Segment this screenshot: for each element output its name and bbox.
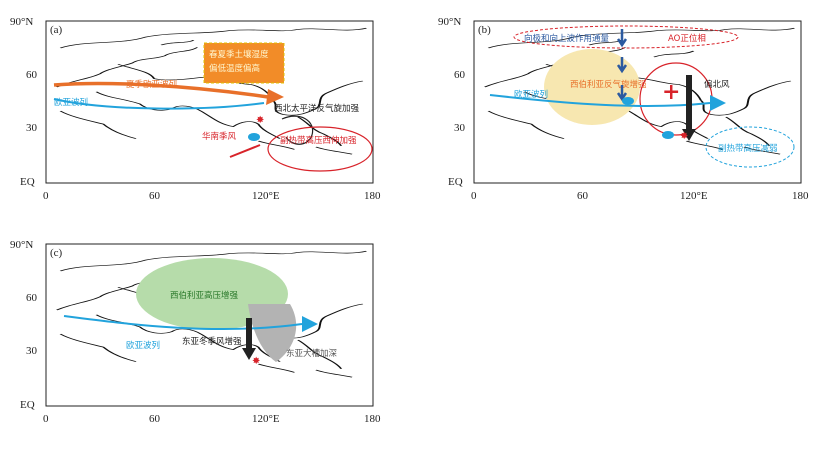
star-marker-b: ✸ — [680, 131, 688, 142]
water-vapor-blob-b2 — [662, 131, 674, 139]
soil-moisture-box — [203, 42, 285, 84]
northerly-arrowhead — [682, 129, 696, 141]
y-tick-a-4: EQ — [20, 176, 35, 188]
subtropical-weak-ellipse — [705, 126, 795, 168]
monsoon-arrow — [229, 144, 261, 158]
soil-moisture-line2: 偏低温度偏高 — [209, 63, 260, 74]
x-tick-a-3: 120°E — [252, 190, 280, 202]
panel-a-tag: (a) — [50, 24, 63, 36]
water-vapor-blob-a — [248, 133, 260, 141]
winter-monsoon-bar — [246, 318, 252, 350]
flux-ellipse — [513, 25, 739, 49]
nw-pacific-label: 西北太平洋反气旋加强 — [274, 103, 360, 114]
y-tick-a-2: 60 — [26, 69, 38, 81]
ao-positive-label: AO正位相 — [668, 33, 706, 44]
x-tick-b-4: 180 — [792, 190, 809, 202]
siberian-high-label-c: 西伯利亚高压增强 — [170, 290, 239, 301]
summer-wave-arrowhead — [266, 89, 284, 105]
anticyclone-arrows — [281, 115, 314, 145]
soil-moisture-line1: 春夏季土壤湿度 — [209, 49, 269, 60]
northerly-label: 偏北风 — [704, 79, 730, 90]
eurasian-wave-arrowhead-b — [710, 95, 726, 111]
x-tick-c-2: 60 — [149, 413, 161, 425]
y-tick-c-4: EQ — [20, 399, 35, 411]
subtropical-high-label: 副热带高压西伸加强 — [280, 135, 357, 146]
x-tick-a-4: 180 — [364, 190, 381, 202]
y-tick-b-3: 30 — [454, 122, 466, 134]
down-arrow-1 — [616, 29, 628, 48]
panel-a: (a) 春夏季土壤湿度 偏低温度偏高 夏季欧亚波列 欧亚波列 西北太平洋反气旋加… — [10, 16, 381, 202]
eurasian-wave-arrowhead-c — [302, 316, 318, 332]
siberian-high-label-b: 西伯利亚反气旋增强 — [570, 79, 647, 90]
eurasian-wave-label-b: 欧亚波列 — [514, 89, 548, 100]
eurasian-wave-arrow-b — [489, 94, 711, 107]
x-tick-c-3: 120°E — [252, 413, 280, 425]
northerly-bar — [686, 75, 692, 133]
summer-wave-arrow — [53, 81, 269, 99]
south-china-monsoon-label: 华南季风 — [202, 131, 237, 142]
y-tick-b-2: 60 — [454, 69, 466, 81]
eurasian-wave-arrow-a — [53, 98, 265, 110]
subtropical-high-ellipse — [267, 126, 373, 172]
summer-wave-label: 夏季欧亚波列 — [126, 79, 177, 90]
y-tick-b-4: EQ — [448, 176, 463, 188]
winter-monsoon-arrowhead — [242, 348, 256, 360]
y-tick-a-3: 30 — [26, 122, 38, 134]
water-vapor-blob-b1 — [622, 97, 634, 105]
eurasian-wave-label-a: 欧亚波列 — [54, 97, 88, 108]
x-tick-b-1: 0 — [471, 190, 477, 202]
subtropical-weak-label: 副热带高压减弱 — [718, 143, 778, 154]
y-tick-a-1: 90°N — [10, 16, 33, 28]
x-tick-b-2: 60 — [577, 190, 589, 202]
winter-monsoon-label: 东亚冬季风增强 — [182, 336, 242, 347]
y-tick-c-1: 90°N — [10, 239, 33, 251]
panel-b-tag: (b) — [478, 24, 491, 36]
trough-shape — [248, 304, 297, 362]
eurasian-wave-arrow-c — [63, 315, 303, 331]
trough-label: 东亚大槽加深 — [286, 348, 338, 359]
panel-b: (b) 向极和向上波作用通量 AO正位相 西伯利亚反气旋增强 + 欧亚波列 偏北… — [438, 16, 809, 202]
star-marker-c: ✸ — [252, 356, 260, 367]
x-tick-c-4: 180 — [364, 413, 381, 425]
y-tick-c-3: 30 — [26, 345, 38, 357]
y-tick-c-2: 60 — [26, 292, 38, 304]
poleward-flux-label: 向极和向上波作用通量 — [524, 33, 610, 44]
panel-b-frame — [473, 20, 802, 184]
down-arrow-3 — [616, 85, 628, 102]
plus-sign: + — [662, 79, 680, 105]
star-marker-a: ✸ — [256, 115, 264, 126]
eurasian-wave-label-c: 欧亚波列 — [126, 340, 160, 351]
panel-c: (c) 西伯利亚高压增强 东亚大槽加深 欧亚波列 东亚冬季风增强 ✸ 90°N … — [10, 239, 381, 425]
panel-c-tag: (c) — [50, 247, 63, 259]
down-arrow-2 — [616, 57, 628, 74]
x-tick-b-3: 120°E — [680, 190, 708, 202]
x-tick-a-2: 60 — [149, 190, 161, 202]
y-tick-b-1: 90°N — [438, 16, 461, 28]
x-tick-c-1: 0 — [43, 413, 49, 425]
x-tick-a-1: 0 — [43, 190, 49, 202]
